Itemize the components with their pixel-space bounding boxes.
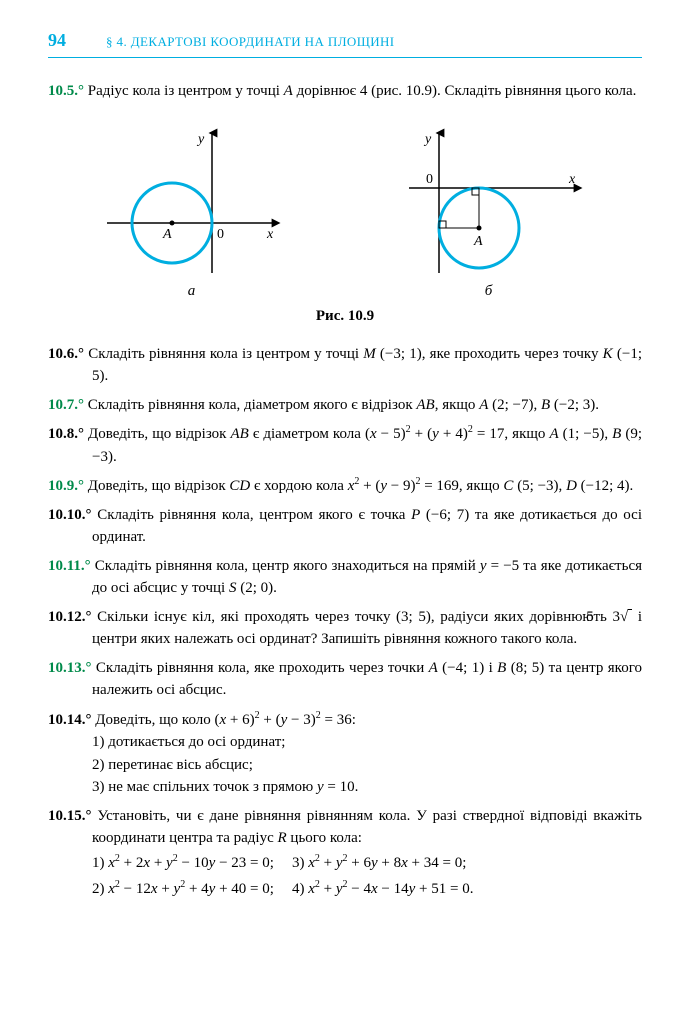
svg-text:x: x <box>568 172 576 187</box>
svg-text:y: y <box>423 132 432 147</box>
problem-10-11: 10.11.° Складіть рівняння кола, центр як… <box>48 555 642 600</box>
problem-text: Радіус кола із центром у точці A дорівню… <box>88 83 637 99</box>
problem-text: Скільки існує кіл, які проходять через т… <box>92 609 642 648</box>
svg-text:0: 0 <box>426 172 433 187</box>
problem-text: Доведіть, що відрізок AB є діаметром кол… <box>88 426 642 465</box>
equation-4: 4) x2 + y2 − 4x − 14y + 51 = 0. <box>292 876 474 903</box>
diagram-a: A 0 x y <box>92 123 292 283</box>
problem-number: 10.11.° <box>48 558 91 574</box>
equation-2: 2) x2 − 12x + y2 + 4y + 40 = 0; <box>92 876 274 903</box>
problem-10-12: 10.12.° Скільки існує кіл, які проходять… <box>48 606 642 651</box>
figure-a: A 0 x y а <box>92 123 292 300</box>
problem-text: Доведіть, що коло (x + 6)2 + (y − 3)2 = … <box>95 712 356 728</box>
problem-text: Складіть рівняння кола, діаметром якого … <box>88 397 599 413</box>
problem-10-13: 10.13.° Складіть рівняння кола, яке прох… <box>48 657 642 702</box>
svg-text:y: y <box>196 132 205 147</box>
problem-10-9: 10.9.° Доведіть, що відрізок CD є хордою… <box>48 474 642 498</box>
problem-number: 10.10.° <box>48 507 92 523</box>
problem-10-10: 10.10.° Складіть рівняння кола, центром … <box>48 504 642 549</box>
page-header: 94 § 4. ДЕКАРТОВІ КООРДИНАТИ НА ПЛОЩИНІ <box>48 30 642 58</box>
figure-a-label: а <box>92 283 292 300</box>
problem-10-7: 10.7.° Складіть рівняння кола, діаметром… <box>48 394 642 417</box>
problem-sub-3: 3) не має спільних точок з прямою y = 10… <box>48 776 642 799</box>
section-title: § 4. ДЕКАРТОВІ КООРДИНАТИ НА ПЛОЩИНІ <box>106 34 395 50</box>
problem-text: Установіть, чи є дане рівняння рівнянням… <box>92 808 642 847</box>
svg-text:A: A <box>162 227 172 242</box>
problem-sub-2: 2) перетинає вісь абсцис; <box>48 754 642 777</box>
problem-text: Складіть рівняння кола, центром якого є … <box>92 507 642 546</box>
problem-sub-1: 1) дотикається до осі ординат; <box>48 731 642 754</box>
problem-number: 10.9.° <box>48 478 84 494</box>
problem-text: Доведіть, що відрізок CD є хордою кола x… <box>88 478 634 494</box>
problem-number: 10.13.° <box>48 660 92 676</box>
diagram-b: A 0 x y <box>379 123 599 283</box>
svg-text:x: x <box>266 227 274 242</box>
equations-grid: 1) x2 + 2x + y2 − 10y − 23 = 0; 2) x2 − … <box>48 850 642 903</box>
problem-number: 10.5.° <box>48 83 84 99</box>
problem-number: 10.8.° <box>48 426 84 442</box>
problem-number: 10.7.° <box>48 397 84 413</box>
svg-text:0: 0 <box>217 227 224 242</box>
problem-text: Складіть рівняння кола із центром у точц… <box>88 346 642 385</box>
figure-b: A 0 x y б <box>379 123 599 300</box>
svg-text:A: A <box>473 234 483 249</box>
problem-text: Складіть рівняння кола, центр якого знах… <box>92 558 642 597</box>
page-number: 94 <box>48 30 66 51</box>
problem-number: 10.12.° <box>48 609 92 625</box>
figure-b-label: б <box>379 283 599 300</box>
equation-1: 1) x2 + 2x + y2 − 10y − 23 = 0; <box>92 850 274 877</box>
problem-10-5: 10.5.° Радіус кола із центром у точці A … <box>48 80 642 103</box>
equation-3: 3) x2 + y2 + 6y + 8x + 34 = 0; <box>292 850 474 877</box>
problem-text: Складіть рівняння кола, яке проходить че… <box>92 660 642 699</box>
problem-10-6: 10.6.° Складіть рівняння кола із центром… <box>48 343 642 388</box>
figure-10-9: A 0 x y а A 0 x <box>48 123 642 300</box>
problem-number: 10.15.° <box>48 808 92 824</box>
problem-10-14: 10.14.° Доведіть, що коло (x + 6)2 + (y … <box>48 708 642 799</box>
problem-10-8: 10.8.° Доведіть, що відрізок AB є діамет… <box>48 422 642 468</box>
problem-number: 10.6.° <box>48 346 84 362</box>
problem-10-15: 10.15.° Установіть, чи є дане рівняння р… <box>48 805 642 903</box>
problem-number: 10.14.° <box>48 712 92 728</box>
figure-caption: Рис. 10.9 <box>48 308 642 325</box>
